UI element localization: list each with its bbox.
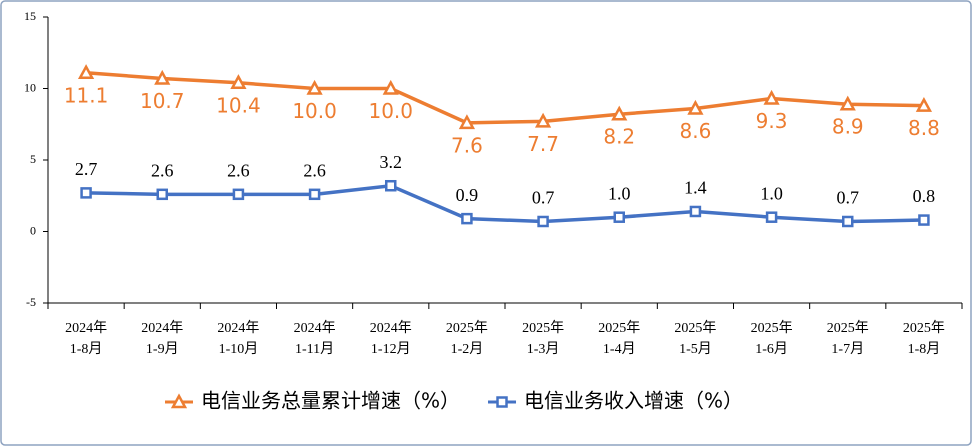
data-label: 1.0 [608, 183, 631, 203]
data-point [765, 211, 778, 223]
data-label: 0.7 [532, 188, 555, 208]
data-point [687, 99, 704, 115]
legend-label: 电信业务收入增速（%） [524, 389, 743, 413]
x-tick-label: 2024年 1-10月 [217, 321, 260, 357]
data-point [230, 74, 247, 90]
data-label: 0.9 [456, 185, 479, 205]
x-tick-label: 2024年 1-8月 [65, 321, 108, 357]
x-tick-label: 2025年 1-8月 [902, 321, 945, 357]
data-label: 2.6 [151, 160, 174, 180]
data-label: 2.7 [75, 159, 98, 179]
data-label: 7.6 [451, 133, 483, 157]
legend-marker [496, 396, 508, 408]
data-label: 8.2 [603, 125, 635, 149]
data-point [308, 188, 321, 201]
data-label: 7.7 [527, 132, 559, 156]
data-label: 9.3 [756, 109, 788, 133]
data-point [77, 64, 95, 80]
data-label: 3.2 [380, 152, 403, 172]
data-label: 8.9 [832, 115, 864, 139]
data-point [839, 95, 856, 111]
data-point [80, 187, 92, 199]
data-point [306, 79, 323, 95]
x-tick-label: 2025年 1-5月 [674, 321, 717, 357]
y-tick-label: 0 [30, 223, 36, 237]
data-point [537, 215, 549, 228]
data-point [458, 114, 476, 130]
y-tick-label: -5 [26, 295, 36, 309]
x-tick-label: 2025年 1-2月 [445, 321, 488, 357]
data-label: 1.0 [760, 183, 783, 203]
data-point [385, 179, 397, 192]
data-label: 10.7 [140, 89, 185, 113]
x-tick-label: 2025年 1-7月 [826, 321, 869, 357]
data-label: 8.8 [908, 116, 940, 140]
legend-marker [170, 393, 188, 409]
data-label: 10.0 [368, 99, 413, 123]
y-tick-label: 5 [30, 152, 36, 166]
legend-label: 电信业务总量累计增速（%） [201, 389, 460, 413]
data-label: 0.7 [837, 188, 860, 208]
data-label: 1.4 [684, 178, 707, 198]
data-label: 2.6 [303, 160, 326, 180]
data-label: 10.0 [292, 99, 337, 123]
data-point [689, 205, 702, 218]
data-point [611, 105, 628, 121]
series-line [86, 183, 924, 224]
data-point [915, 97, 933, 112]
series-line [85, 71, 924, 125]
x-tick-label: 2024年 1-12月 [369, 321, 412, 357]
x-tick-label: 2025年 1-4月 [598, 321, 641, 357]
data-label: 8.6 [680, 119, 712, 143]
data-point [613, 211, 625, 223]
data-label: 2.6 [227, 160, 250, 180]
data-point [918, 214, 930, 226]
y-tick-label: 10 [24, 80, 36, 94]
data-label: 0.8 [913, 186, 936, 206]
x-tick-label: 2024年 1-9月 [141, 321, 184, 357]
data-point [382, 79, 399, 95]
data-point [154, 69, 171, 85]
data-point [763, 89, 780, 105]
x-tick-label: 2025年 1-6月 [750, 321, 793, 357]
y-tick-label: 15 [24, 9, 36, 23]
x-tick-label: 2024年 1-11月 [293, 321, 336, 357]
data-point [232, 188, 245, 201]
data-point [842, 215, 854, 228]
data-point [534, 112, 552, 128]
data-label: 10.4 [216, 93, 261, 117]
data-label: 11.1 [64, 83, 109, 107]
x-tick-label: 2025年 1-3月 [522, 321, 565, 357]
data-point [156, 188, 168, 201]
data-point [461, 212, 473, 225]
